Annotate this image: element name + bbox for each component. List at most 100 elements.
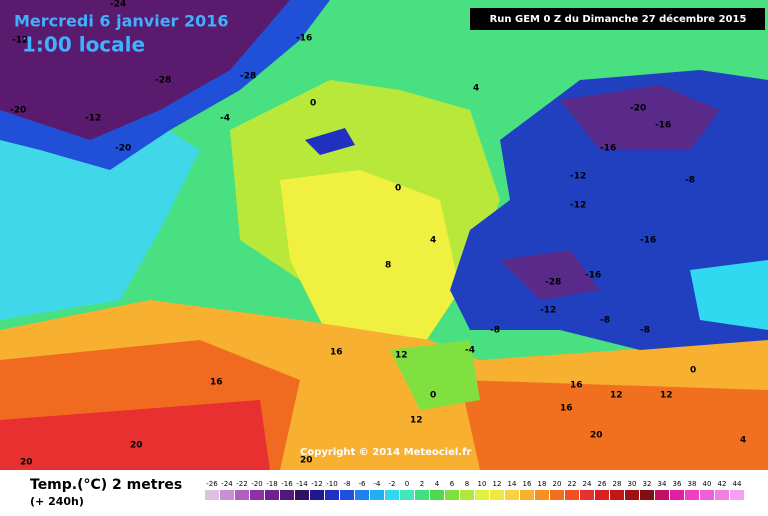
contour-label: -24 (110, 0, 126, 10)
scale-label: -14 (296, 480, 308, 488)
scale-swatch (580, 490, 594, 500)
contour-label: -12 (570, 172, 586, 182)
scale-label: -12 (311, 480, 322, 488)
contour-label: 20 (590, 431, 603, 441)
scale-swatch (370, 490, 384, 500)
scale-swatch (625, 490, 639, 500)
scale-swatch (460, 490, 474, 500)
scale-swatch (385, 490, 399, 500)
scale-swatch (565, 490, 579, 500)
scale-label: 20 (553, 480, 562, 488)
scale-swatch (595, 490, 609, 500)
run-box (470, 8, 765, 30)
run-info: Run GEM 0 Z du Dimanche 27 décembre 2015 (490, 13, 747, 25)
scale-swatch (265, 490, 279, 500)
contour-label: 16 (210, 378, 223, 388)
central-purple (500, 250, 600, 300)
balkan-cyan (690, 260, 768, 330)
contour-label: 0 (690, 366, 696, 376)
scale-swatch (520, 490, 534, 500)
contour-label: -28 (155, 76, 171, 86)
scale-swatch (640, 490, 654, 500)
scale-label: 8 (465, 480, 469, 488)
contour-label: 0 (395, 184, 401, 194)
legend-subtitle: (+ 240h) (30, 495, 84, 508)
contour-label: 16 (330, 348, 343, 358)
scale-label: 2 (420, 480, 424, 488)
scale-swatch (475, 490, 489, 500)
contour-label: -12 (85, 114, 101, 124)
scale-label: -26 (206, 480, 218, 488)
iberia (390, 340, 480, 410)
contour-label: -20 (115, 144, 131, 154)
scale-label: -10 (326, 480, 337, 488)
scale-swatch (730, 490, 744, 500)
scale-label: 10 (478, 480, 487, 488)
scale-swatch (310, 490, 324, 500)
scale-swatch (685, 490, 699, 500)
contour-label: 20 (130, 441, 143, 451)
scale-swatch (235, 490, 249, 500)
contour-label: 20 (20, 458, 33, 468)
scale-swatch (445, 490, 459, 500)
contour-label: -12 (12, 36, 28, 46)
legend-title: Temp.(°C) 2 metres (30, 477, 182, 493)
scale-label: 4 (435, 480, 440, 488)
contour-label: 4 (473, 84, 479, 94)
scale-swatch (670, 490, 684, 500)
contour-label: -8 (600, 316, 610, 326)
contour-label: -4 (220, 114, 230, 124)
contour-label: -28 (545, 278, 561, 288)
scale-label: 42 (718, 480, 727, 488)
contour-label: -4 (465, 346, 475, 356)
scale-label: 18 (538, 480, 547, 488)
scale-label: 0 (405, 480, 409, 488)
scale-label: -22 (236, 480, 247, 488)
scale-swatch (550, 490, 564, 500)
scale-swatch (340, 490, 354, 500)
scale-swatch (655, 490, 669, 500)
scale-label: 32 (643, 480, 652, 488)
scale-swatch (400, 490, 414, 500)
contour-label: 0 (310, 99, 316, 109)
map-date: Mercredi 6 janvier 2016 (14, 12, 229, 31)
scale-label: -6 (359, 480, 367, 488)
scale-swatch (220, 490, 234, 500)
scale-swatch (415, 490, 429, 500)
scale-label: 26 (598, 480, 607, 488)
contour-label: 0 (430, 391, 436, 401)
scale-swatch (355, 490, 369, 500)
contour-label: 12 (410, 416, 423, 426)
scale-swatch (715, 490, 729, 500)
scale-swatch (535, 490, 549, 500)
south-red (0, 400, 270, 470)
contour-label: -16 (640, 236, 656, 246)
contour-label: 4 (430, 236, 436, 246)
contour-label: -16 (585, 271, 601, 281)
scale-swatch (205, 490, 219, 500)
iceland (305, 128, 355, 155)
contour-label: -16 (600, 144, 616, 154)
contour-label: -8 (685, 176, 695, 186)
contour-label: 12 (395, 351, 408, 361)
scale-label: -2 (389, 480, 396, 488)
scale-label: -4 (374, 480, 382, 488)
scale-label: 40 (703, 480, 712, 488)
scale-label: 6 (450, 480, 455, 488)
contour-label: 16 (570, 381, 583, 391)
scale-label: -18 (266, 480, 277, 488)
contour-label: 8 (385, 261, 391, 271)
scale-label: -20 (251, 480, 262, 488)
scale-swatch (295, 490, 309, 500)
scandinavia-purple (560, 85, 720, 150)
contour-label: -20 (10, 106, 26, 116)
scale-swatch (490, 490, 504, 500)
scale-swatch (250, 490, 264, 500)
scale-label: 44 (733, 480, 742, 488)
contour-label: -8 (640, 326, 650, 336)
scale-label: 38 (688, 480, 697, 488)
warm-tongue (280, 170, 460, 350)
map-time: 1:00 locale (22, 33, 145, 57)
contour-label: -16 (296, 34, 312, 44)
